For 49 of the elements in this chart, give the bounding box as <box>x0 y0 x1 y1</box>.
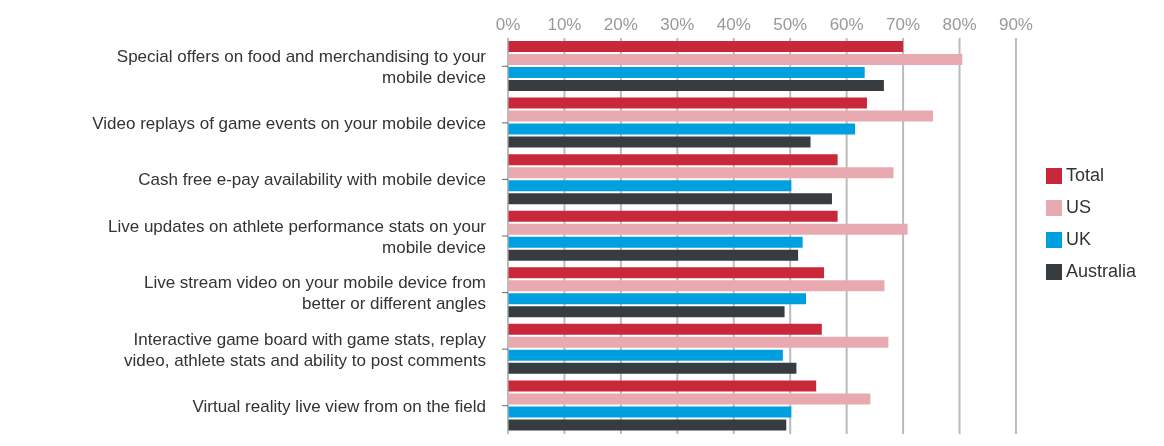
bar <box>508 349 783 361</box>
bar <box>508 97 867 109</box>
bar <box>508 180 792 192</box>
x-tick-label: 60% <box>829 15 864 34</box>
bar <box>508 306 785 318</box>
x-tick-label: 50% <box>773 15 808 34</box>
bar <box>508 236 803 248</box>
x-tick-label: 70% <box>886 15 921 34</box>
bar <box>508 323 822 335</box>
x-tick-label: 90% <box>998 15 1033 34</box>
bar <box>508 136 811 148</box>
y-tick-label: Interactive game board with game stats, replay video, athlete stats and ability to post comments <box>124 329 487 370</box>
bar <box>508 419 787 431</box>
bar <box>508 249 799 261</box>
legend-label: UK <box>1065 229 1091 249</box>
y-tick-label: Virtual reality live view from on the field <box>192 396 486 416</box>
y-tick-label: Video replays of game events on your mobile device <box>92 113 486 133</box>
bar <box>508 193 832 205</box>
bar <box>508 293 807 305</box>
y-tick-label: Live updates on athlete performance stats on your mobile device <box>107 216 487 256</box>
bar <box>508 54 963 65</box>
y-tick-label: Special offers on food and merchandising to your mobile device <box>116 46 487 87</box>
x-tick-label: 80% <box>942 15 977 34</box>
bar <box>508 336 889 348</box>
bar <box>508 154 838 166</box>
bar <box>508 267 825 279</box>
bar <box>508 393 871 405</box>
bar <box>508 110 933 122</box>
x-tick-label: 30% <box>660 15 695 34</box>
bar <box>508 167 894 179</box>
bar <box>508 362 797 374</box>
y-tick-label: Cash free e-pay availability with mobile device <box>138 169 486 189</box>
bar <box>508 67 865 78</box>
bar <box>508 210 838 222</box>
legend-label: Australia <box>1065 261 1136 281</box>
legend-label: US <box>1065 197 1091 217</box>
x-tick-label: 0% <box>495 15 521 34</box>
x-tick-label: 10% <box>547 15 582 34</box>
x-tick-label: 20% <box>603 15 638 34</box>
bar <box>508 406 792 418</box>
bar <box>508 223 908 235</box>
bar <box>508 280 885 292</box>
bar <box>508 380 817 392</box>
bar <box>508 41 904 52</box>
x-tick-label: 40% <box>716 15 751 34</box>
legend-label: Total <box>1065 165 1104 185</box>
y-tick-label: Live stream video on your mobile device from better or different angles <box>143 272 486 313</box>
bar <box>508 80 884 91</box>
bar <box>508 123 856 135</box>
